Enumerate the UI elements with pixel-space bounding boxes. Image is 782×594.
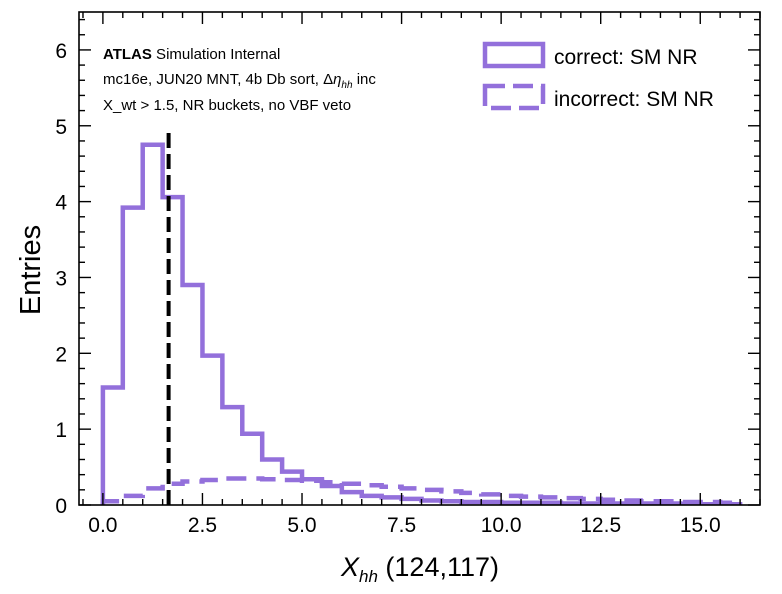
legend-label-incorrect: incorrect: SM NR bbox=[554, 88, 714, 111]
legend-swatch-incorrect bbox=[482, 83, 546, 111]
plot-data bbox=[100, 129, 743, 505]
y-tick-label: 1 bbox=[55, 419, 67, 442]
legend: correct: SM NR incorrect: SM NR bbox=[482, 41, 714, 111]
x-tick-label: 5.0 bbox=[287, 514, 316, 537]
y-tick-label: 5 bbox=[55, 116, 67, 139]
x-tick-label: 12.5 bbox=[580, 514, 621, 537]
x-axis-title: Xhh (124,117) bbox=[340, 552, 499, 586]
y-tick-label: 0 bbox=[55, 495, 67, 518]
legend-label-correct: correct: SM NR bbox=[554, 46, 698, 69]
y-tick-label: 4 bbox=[55, 192, 67, 215]
svg-text:X_wt > 1.5, NR buckets, no VBF: X_wt > 1.5, NR buckets, no VBF veto bbox=[103, 97, 351, 114]
series-correct-sm-nr bbox=[100, 142, 743, 505]
x-tick-label: 0.0 bbox=[88, 514, 117, 537]
x-tick-label: 10.0 bbox=[481, 514, 522, 537]
x-tick-label: 7.5 bbox=[387, 514, 416, 537]
x-tick-label: 2.5 bbox=[188, 514, 217, 537]
svg-text:ATLAS Simulation Internal: ATLAS Simulation Internal bbox=[103, 46, 280, 63]
y-tick-label: 2 bbox=[55, 343, 67, 366]
atlas-annotation: ATLAS Simulation Internal mc16e, JUN20 M… bbox=[103, 46, 376, 114]
plot-frame bbox=[78, 11, 761, 506]
axis-ticks bbox=[79, 12, 761, 506]
x-tick-label: 15.0 bbox=[680, 514, 721, 537]
y-tick-label: 3 bbox=[55, 267, 67, 290]
axis-tick-labels: 0.0 2.5 5.0 7.5 10.0 12.5 15.0 0 1 2 3 4 5 6 bbox=[55, 40, 720, 537]
y-axis-title: Entries bbox=[15, 225, 47, 315]
legend-swatch-correct bbox=[482, 41, 546, 69]
series-incorrect-sm-nr bbox=[100, 476, 743, 505]
y-tick-label: 6 bbox=[55, 40, 67, 63]
svg-text:mc16e, JUN20 MNT, 4b Db sort,: mc16e, JUN20 MNT, 4b Db sort, Δηhh inc bbox=[103, 71, 376, 91]
